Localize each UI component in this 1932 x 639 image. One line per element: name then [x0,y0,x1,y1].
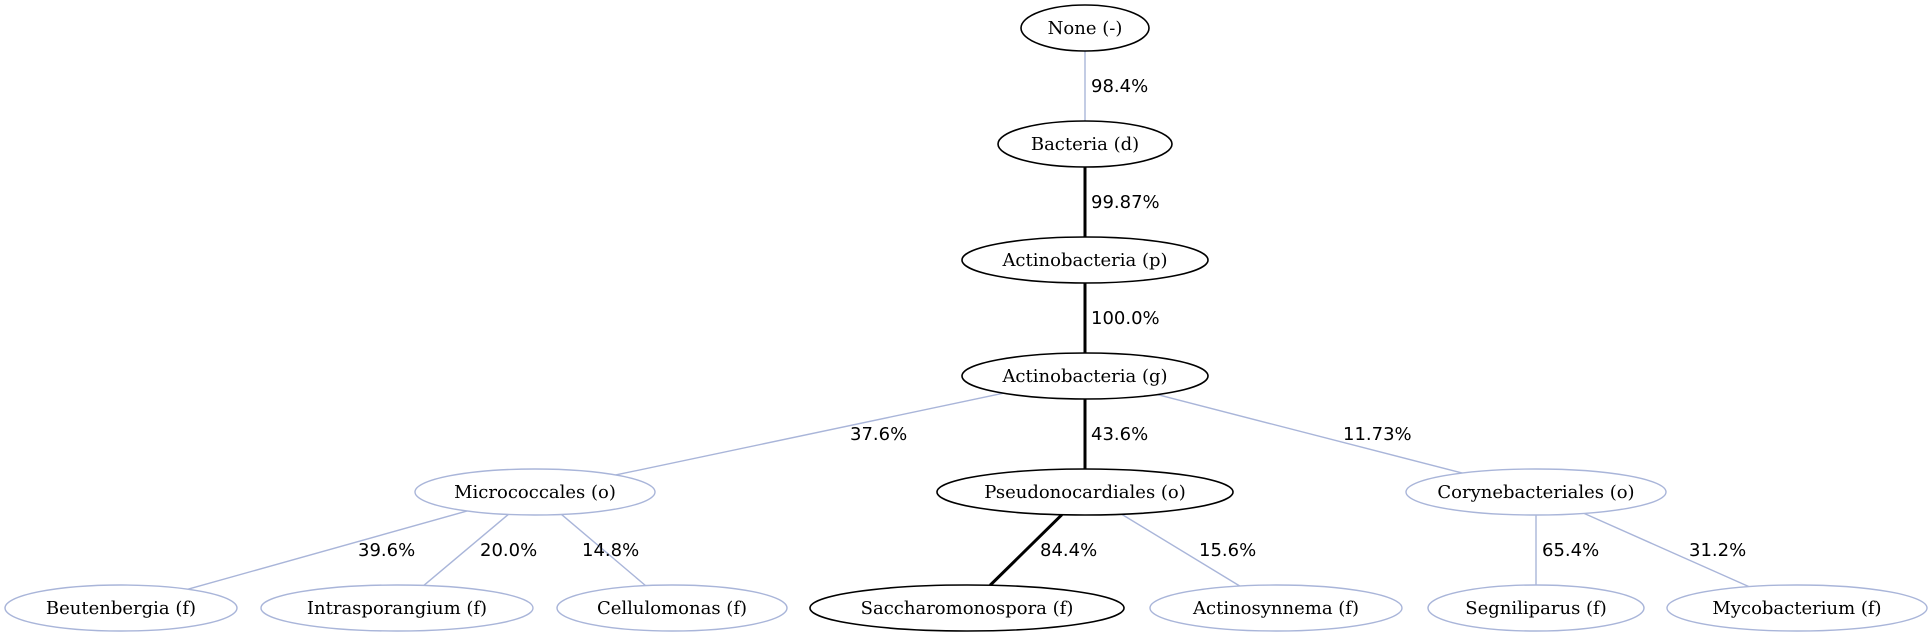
edge-micrococcales-to-beutenbergia [187,510,468,590]
node-saccharomonospora: Saccharomonospora (f) [809,584,1125,632]
node-actinosynnema: Actinosynnema (f) [1149,584,1403,632]
node-label-actino_p: Actinobacteria (p) [1001,250,1167,271]
node-ellipse-bacteria [997,120,1173,168]
edge-pseudonocardiales-to-actinosynnema [1121,513,1241,587]
nodes-layer: None (-) Bacteria (d) Actinobacteria (p) Ac… [4,4,1928,632]
edge-label-actino_p: 99.87% [1091,192,1160,213]
edge-label-bacteria: 98.4% [1091,76,1148,97]
edge-corynebacteriales-to-mycobacterium [1583,512,1750,588]
edge-label-segniliparus: 65.4% [1542,540,1599,561]
edge-label-beutenbergia: 39.6% [358,540,415,561]
edges-layer [187,51,1750,590]
node-label-actinosynnema: Actinosynnema (f) [1192,598,1359,619]
edge-pseudonocardiales-to-saccharomonospora [989,513,1063,587]
node-ellipse-mycobacterium [1666,584,1928,632]
edge-actino_g-to-micrococcales [615,392,1004,476]
node-none: None (-) [1020,4,1150,52]
edge-label-micrococcales: 37.6% [850,424,907,445]
node-ellipse-actinosynnema [1149,584,1403,632]
node-label-segniliparus: Segniliparus (f) [1465,598,1607,619]
node-label-intrasporangium: Intrasporangium (f) [307,598,487,619]
edge-label-cellulomonas: 14.8% [582,540,639,561]
edge-label-saccharomonospora: 84.4% [1040,540,1097,561]
node-pseudonocardiales: Pseudonocardiales (o) [936,468,1234,516]
node-mycobacterium: Mycobacterium (f) [1666,584,1928,632]
node-label-saccharomonospora: Saccharomonospora (f) [861,598,1074,619]
edge-label-corynebacteriales: 11.73% [1343,424,1412,445]
node-micrococcales: Micrococcales (o) [414,468,656,516]
node-ellipse-none [1020,4,1150,52]
node-label-actino_g: Actinobacteria (g) [1001,366,1167,387]
node-ellipse-cellulomonas [556,584,788,632]
node-ellipse-beutenbergia [4,584,238,632]
node-corynebacteriales: Corynebacteriales (o) [1405,468,1667,516]
node-ellipse-intrasporangium [260,584,534,632]
edge-micrococcales-to-cellulomonas [561,513,647,587]
node-segniliparus: Segniliparus (f) [1427,584,1645,632]
node-cellulomonas: Cellulomonas (f) [556,584,788,632]
edge-label-actinosynnema: 15.6% [1199,540,1256,561]
node-label-cellulomonas: Cellulomonas (f) [597,598,747,619]
node-ellipse-pseudonocardiales [936,468,1234,516]
node-ellipse-micrococcales [414,468,656,516]
node-label-bacteria: Bacteria (d) [1031,134,1139,155]
edge-label-pseudonocardiales: 43.6% [1091,424,1148,445]
node-label-pseudonocardiales: Pseudonocardiales (o) [984,482,1186,503]
node-label-mycobacterium: Mycobacterium (f) [1712,598,1881,619]
node-beutenbergia: Beutenbergia (f) [4,584,238,632]
node-ellipse-actino_g [961,352,1209,400]
node-label-beutenbergia: Beutenbergia (f) [46,598,196,619]
edge-label-intrasporangium: 20.0% [480,540,537,561]
node-label-micrococcales: Micrococcales (o) [454,482,616,503]
edge-micrococcales-to-intrasporangium [423,513,509,586]
node-intrasporangium: Intrasporangium (f) [260,584,534,632]
node-ellipse-segniliparus [1427,584,1645,632]
edge-actino_g-to-corynebacteriales [1157,393,1463,474]
node-label-none: None (-) [1048,18,1123,39]
node-ellipse-saccharomonospora [809,584,1125,632]
edge-label-mycobacterium: 31.2% [1689,540,1746,561]
node-actino_g: Actinobacteria (g) [961,352,1209,400]
node-ellipse-actino_p [961,236,1209,284]
edge-label-actino_g: 100.0% [1091,308,1160,329]
edge-labels-layer: 98.4% 99.87% 100.0% 37.6% 43.6% 11.73% 39.6% 20… [358,76,1746,561]
node-label-corynebacteriales: Corynebacteriales (o) [1437,482,1634,503]
node-bacteria: Bacteria (d) [997,120,1173,168]
node-actino_p: Actinobacteria (p) [961,236,1209,284]
node-ellipse-corynebacteriales [1405,468,1667,516]
